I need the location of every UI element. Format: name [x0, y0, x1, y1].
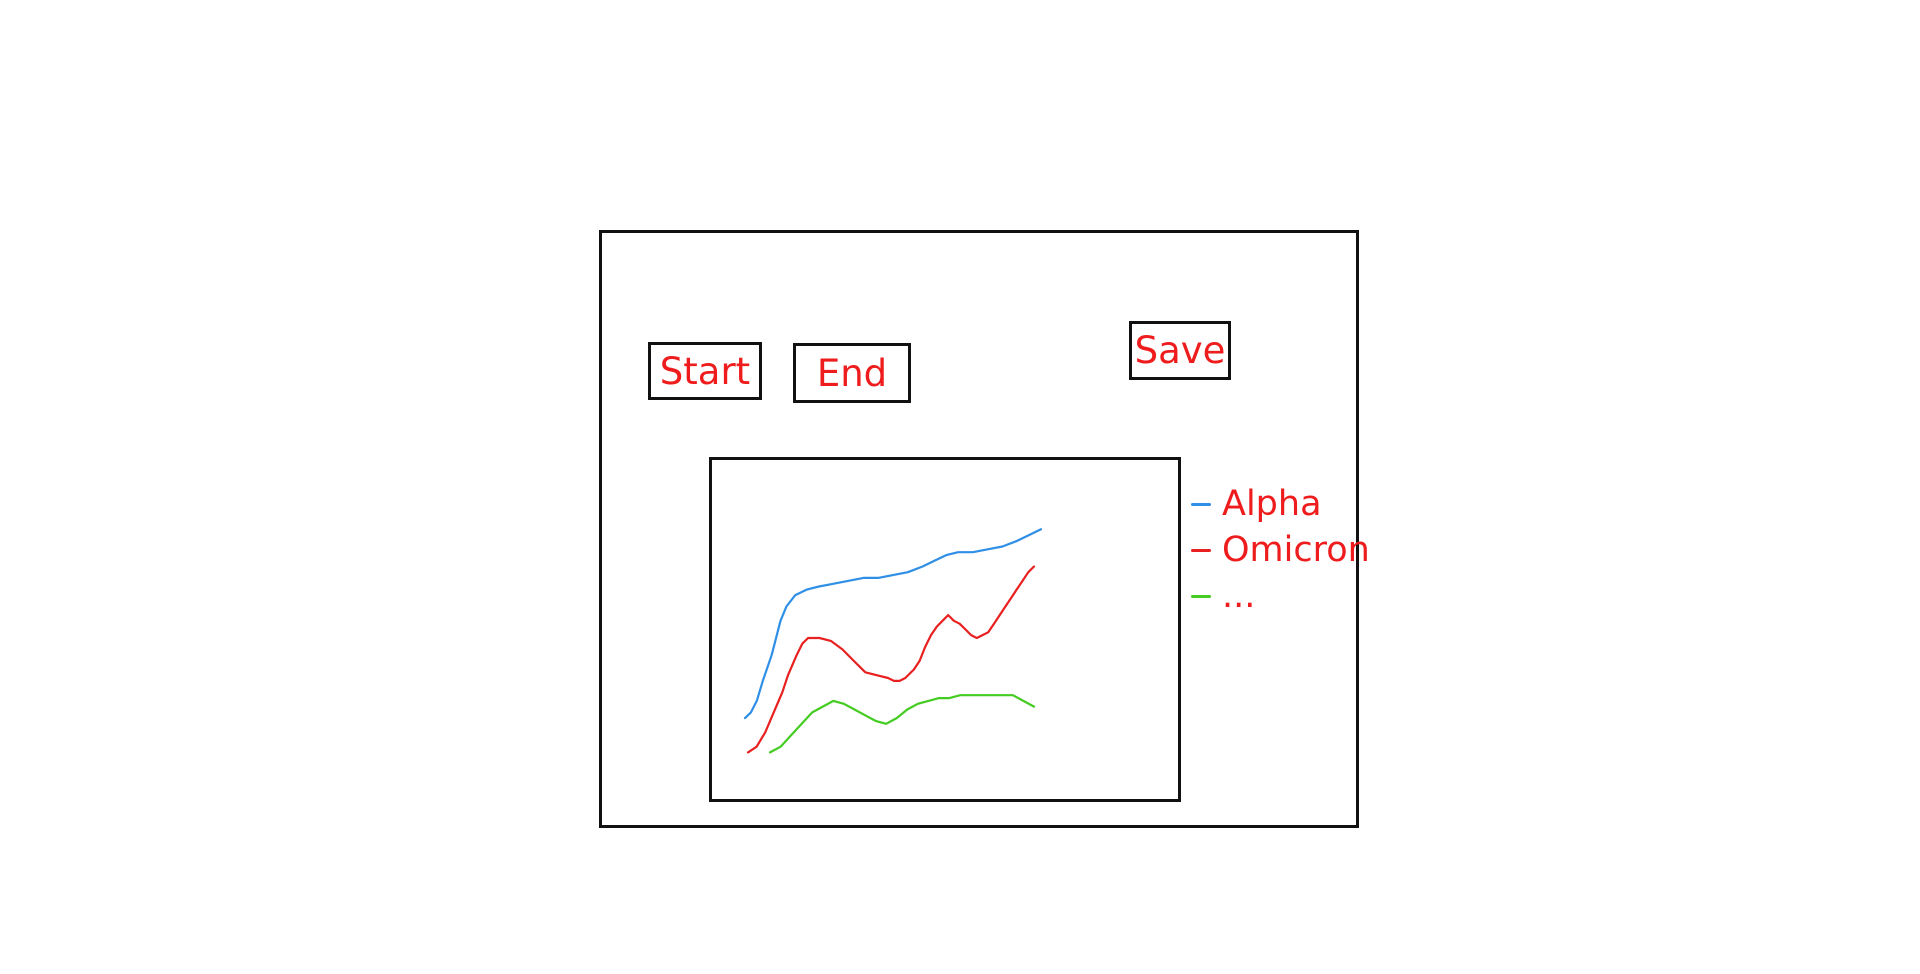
legend-label-omicron: Omicron	[1222, 529, 1370, 570]
end-button[interactable]: End	[793, 343, 911, 403]
legend-item-omicron: Omicron	[1191, 527, 1370, 573]
app-window	[599, 230, 1359, 828]
legend-item-alpha: Alpha	[1191, 481, 1370, 527]
legend-swatch-more	[1191, 594, 1211, 598]
legend-label-alpha: Alpha	[1222, 483, 1322, 524]
chart-legend: Alpha Omicron ...	[1191, 481, 1370, 619]
legend-swatch-alpha	[1191, 502, 1211, 506]
save-button[interactable]: Save	[1129, 321, 1231, 380]
start-button[interactable]: Start	[648, 342, 762, 400]
legend-label-more: ...	[1222, 575, 1256, 616]
legend-item-more: ...	[1191, 573, 1370, 619]
chart-frame	[709, 457, 1181, 802]
legend-swatch-omicron	[1191, 548, 1211, 552]
